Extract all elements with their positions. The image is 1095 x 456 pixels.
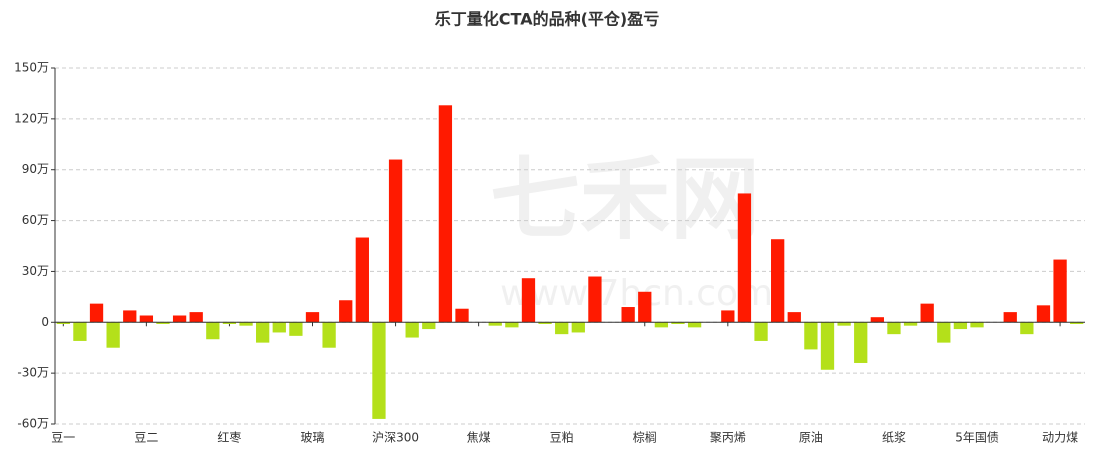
y-tick-label: 120万 <box>14 111 49 125</box>
bar <box>422 322 436 330</box>
bar <box>123 310 137 323</box>
bar <box>1036 305 1051 323</box>
bar <box>455 308 469 323</box>
bar <box>920 303 934 323</box>
x-tick-label: 沪深300 <box>372 431 419 445</box>
bar <box>521 278 536 323</box>
x-tick-label: 玻璃 <box>300 431 324 445</box>
bar <box>89 303 104 323</box>
x-tick-label: 纸浆 <box>882 430 906 445</box>
y-tick-label: 30万 <box>22 264 49 278</box>
bar <box>405 322 419 338</box>
x-tick-label: 豆一 <box>51 431 75 445</box>
bar <box>671 322 685 324</box>
bar <box>638 291 652 323</box>
bar <box>654 322 669 328</box>
bar <box>322 322 336 348</box>
bar <box>206 322 220 340</box>
bar <box>139 315 154 323</box>
bar <box>937 322 951 343</box>
chart-title: 乐丁量化CTA的品种(平仓)盈亏 <box>435 10 659 29</box>
bar <box>771 239 785 323</box>
bar <box>438 105 453 323</box>
bar <box>355 237 369 323</box>
bar <box>588 276 602 323</box>
bar <box>870 317 884 323</box>
bar <box>571 322 585 333</box>
bar <box>488 322 502 326</box>
bar <box>56 322 70 324</box>
bar <box>305 312 320 323</box>
x-tick-label: 红枣 <box>217 430 241 445</box>
bar <box>289 322 303 336</box>
bar <box>272 322 286 333</box>
bar <box>388 159 403 323</box>
bar <box>172 315 187 323</box>
bar <box>339 300 353 323</box>
y-tick-label: -60万 <box>17 417 49 431</box>
bar <box>787 312 801 323</box>
bar <box>239 322 253 326</box>
watermark: 七禾网 <box>490 147 760 252</box>
watermark-url: www.7hcn.com <box>500 273 773 314</box>
x-tick-label: 棕榈 <box>633 430 657 445</box>
bar <box>555 322 569 335</box>
y-tick-label: 90万 <box>22 162 49 176</box>
bar <box>854 322 868 363</box>
y-tick-label: -30万 <box>17 366 49 380</box>
bar <box>106 322 120 348</box>
bar <box>820 322 835 370</box>
bar <box>189 312 203 323</box>
x-tick-label: 聚丙烯 <box>710 431 746 445</box>
bar <box>538 322 552 324</box>
bar <box>837 322 851 326</box>
bar <box>737 193 752 323</box>
bar <box>156 322 170 324</box>
x-tick-label: 原油 <box>799 431 823 445</box>
bar <box>372 322 386 419</box>
bar <box>687 322 702 328</box>
bar <box>754 322 768 341</box>
bar <box>505 322 519 328</box>
bar <box>73 322 87 341</box>
y-tick-label: 150万 <box>14 61 49 75</box>
bar <box>887 322 901 335</box>
bar <box>1020 322 1034 335</box>
y-tick-label: 60万 <box>22 213 49 227</box>
bar <box>621 307 635 323</box>
bar <box>1070 322 1084 324</box>
bar <box>256 322 270 343</box>
bar <box>1053 259 1067 323</box>
bar <box>804 322 818 350</box>
bar <box>721 310 735 323</box>
bar <box>903 322 918 326</box>
bar <box>970 322 984 328</box>
x-tick-label: 焦煤 <box>467 431 491 445</box>
x-tick-label: 豆粕 <box>550 430 574 445</box>
x-tick-label: 豆二 <box>134 431 158 445</box>
y-tick-label: 0 <box>41 315 49 329</box>
bar <box>953 322 968 330</box>
bar <box>1003 312 1017 323</box>
x-tick-label: 动力煤 <box>1042 431 1078 445</box>
bar <box>222 322 237 324</box>
x-tick-label: 5年国债 <box>955 431 999 445</box>
